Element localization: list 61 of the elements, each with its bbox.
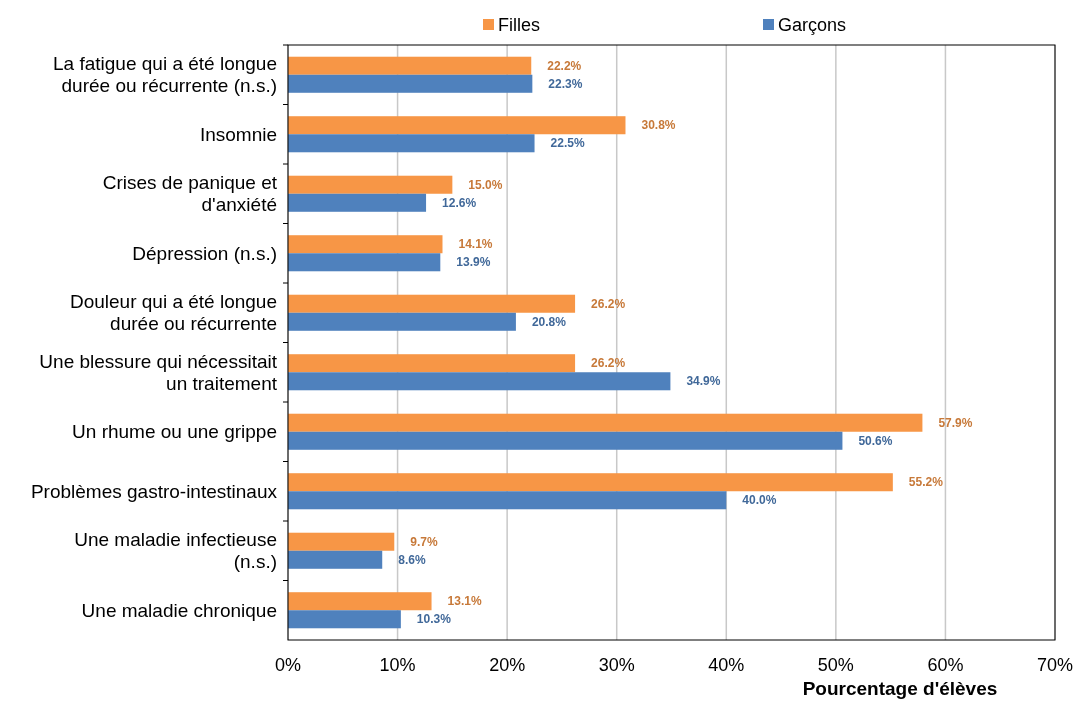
data-label: 26.2%: [591, 296, 626, 311]
bar: [288, 491, 727, 510]
y-tick-label: Une maladie chronique: [81, 599, 277, 621]
bar: [288, 74, 533, 93]
y-tick-label: La fatigue qui a été longue durée ou récurrente (n.s.): [53, 53, 277, 97]
data-label: 8.6%: [398, 552, 426, 567]
bar: [288, 193, 427, 212]
data-label: 30.8%: [641, 118, 676, 133]
x-tick-label: 30%: [598, 655, 635, 675]
bar: [288, 354, 576, 373]
data-label: 22.5%: [550, 136, 585, 151]
data-label: 22.2%: [547, 58, 582, 73]
data-label: 13.1%: [447, 594, 482, 609]
y-tick-label: Problèmes gastro-intestinaux: [30, 480, 278, 502]
bar: [288, 592, 432, 611]
x-tick-label: 60%: [927, 655, 964, 675]
data-label: 34.9%: [686, 374, 721, 389]
bar: [288, 134, 535, 153]
data-label: 40.0%: [742, 493, 777, 508]
bar: [288, 235, 443, 254]
bar: [288, 610, 401, 629]
data-label: 10.3%: [416, 612, 452, 627]
y-tick-label: Une blessure qui nécessitait un traitement: [39, 350, 278, 394]
legend-label: Filles: [498, 15, 541, 36]
bar: [288, 175, 453, 194]
y-tick-label: Insomnie: [199, 123, 277, 145]
data-label: 15.0%: [468, 177, 503, 192]
x-tick-label: 40%: [708, 655, 745, 675]
bar: [288, 372, 671, 391]
y-tick-label: Dépression (n.s.): [132, 242, 277, 264]
data-label: 14.1%: [458, 237, 493, 252]
bar: [288, 413, 923, 432]
x-tick-label: 10%: [379, 655, 416, 675]
data-label: 20.8%: [531, 314, 567, 329]
bar: [288, 431, 843, 450]
x-tick-label: 50%: [817, 655, 854, 675]
bar: [288, 253, 441, 272]
bar: [288, 312, 516, 331]
data-label: 12.6%: [442, 195, 477, 210]
data-label: 9.7%: [410, 534, 438, 549]
x-tick-label: 70%: [1036, 655, 1074, 675]
y-tick-label: Crises de panique et d'anxiété: [102, 172, 278, 216]
y-tick-label: Douleur qui a été longue durée ou récurrente: [69, 291, 277, 335]
bar: [288, 550, 383, 569]
y-tick-label: Un rhume ou une grippe: [72, 421, 277, 443]
data-label: 55.2%: [908, 475, 944, 490]
bar: [288, 294, 576, 313]
data-label: 13.9%: [456, 255, 491, 270]
bar: [288, 116, 626, 135]
data-label: 22.3%: [548, 76, 583, 91]
bar: [288, 532, 395, 551]
y-tick-label: Une maladie infectieuse (n.s.): [74, 529, 277, 573]
bar: [288, 473, 893, 492]
x-tick-label: 20%: [489, 655, 526, 675]
data-label: 57.9%: [938, 415, 973, 430]
x-tick-label: 0%: [274, 655, 302, 675]
data-label: 26.2%: [591, 356, 626, 371]
legend-label: Garçons: [778, 15, 847, 36]
x-axis-title: Pourcentage d'élèves: [802, 678, 998, 699]
data-label: 50.6%: [858, 433, 893, 448]
bar: [288, 56, 532, 75]
